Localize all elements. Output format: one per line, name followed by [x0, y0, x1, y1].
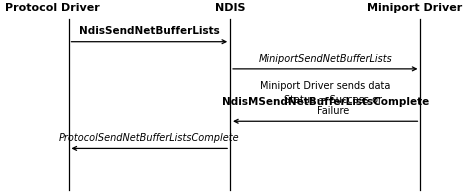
Text: ProtocolSendNetBufferListsComplete: ProtocolSendNetBufferListsComplete [59, 133, 239, 143]
Text: MiniportSendNetBufferLists: MiniportSendNetBufferLists [259, 54, 392, 64]
Text: Miniport Driver: Miniport Driver [367, 3, 462, 13]
Text: Status = Success or
Failure: Status = Success or Failure [284, 95, 382, 116]
Text: NDIS: NDIS [215, 3, 245, 13]
Text: NdisSendNetBufferLists: NdisSendNetBufferLists [79, 26, 219, 36]
Text: Miniport Driver sends data: Miniport Driver sends data [260, 81, 391, 91]
Text: Protocol Driver: Protocol Driver [5, 3, 100, 13]
Text: NdisMSendNetBufferListsComplete: NdisMSendNetBufferListsComplete [222, 97, 429, 107]
